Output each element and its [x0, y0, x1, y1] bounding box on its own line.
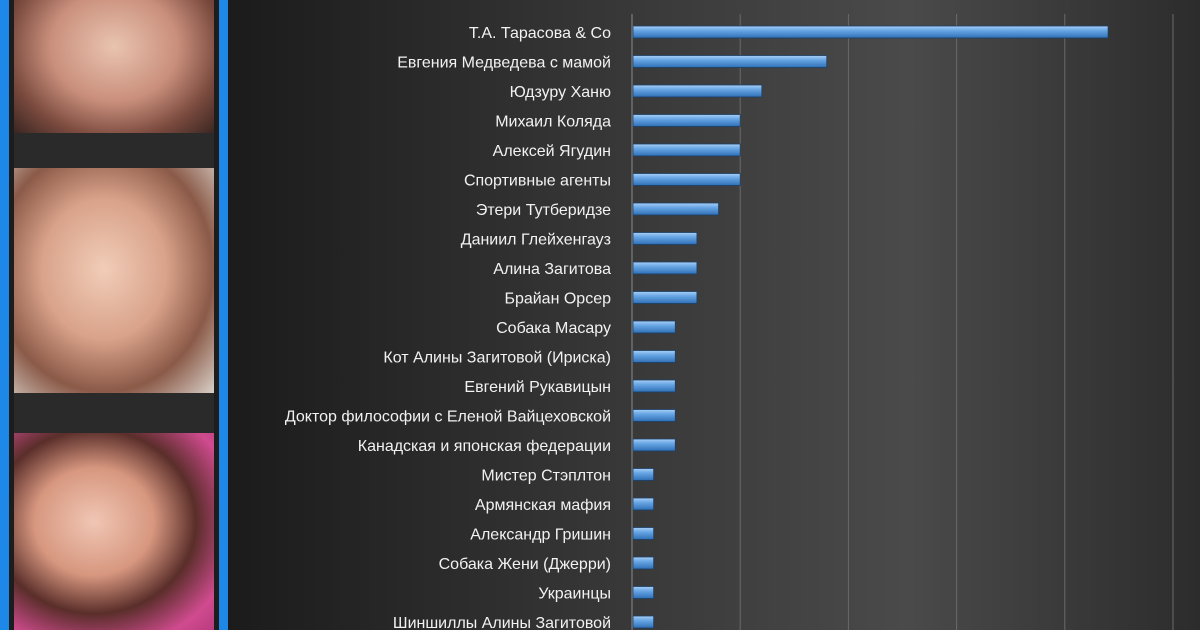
- bar: [632, 55, 828, 68]
- bar: [632, 497, 655, 511]
- category-label: Евгений Рукавицын: [464, 379, 611, 396]
- bar-chart: Т.А. Тарасова & Co Евгения Медведева с ма…: [285, 14, 1174, 630]
- category-label: Этери Тутберидзе: [476, 202, 611, 219]
- category-label: Александр Гришин: [470, 527, 611, 544]
- category-label: Армянская мафия: [475, 497, 611, 514]
- bar: [632, 143, 741, 157]
- category-label: Кот Алины Загитовой (Ириска): [383, 350, 611, 367]
- bar: [632, 468, 655, 481]
- category-label: Канадская и японская федерации: [358, 438, 611, 455]
- category-label: Украинцы: [538, 586, 611, 603]
- category-label: Евгения Медведева с мамой: [397, 55, 611, 72]
- bar: [632, 202, 719, 216]
- bar: [632, 232, 698, 245]
- bar: [632, 586, 655, 599]
- category-label: Алексей Ягудин: [493, 143, 611, 160]
- category-label: Спортивные агенты: [464, 173, 611, 190]
- portrait-photo-3: [14, 433, 214, 630]
- chart-panel: Т.А. Тарасова & Co Евгения Медведева с ма…: [228, 0, 1200, 630]
- right-frame-rail: [219, 0, 228, 630]
- category-label: Собака Масару: [496, 320, 611, 337]
- category-label: Доктор философии с Еленой Вайцеховской: [285, 409, 611, 426]
- category-labels: Т.А. Тарасова & Co Евгения Медведева с ма…: [285, 25, 611, 630]
- bar: [632, 114, 741, 127]
- bar: [632, 350, 676, 363]
- bar: [632, 438, 676, 452]
- category-label: Т.А. Тарасова & Co: [469, 25, 611, 42]
- category-label: Алина Загитова: [493, 261, 611, 278]
- bar: [632, 173, 741, 186]
- left-frame-rail: [0, 0, 9, 630]
- bar: [632, 320, 676, 334]
- bar: [632, 409, 676, 422]
- portrait-photo-2: [14, 168, 214, 393]
- gridlines: [631, 14, 1174, 630]
- portrait-photo-1: [14, 0, 214, 133]
- bar: [632, 615, 655, 629]
- category-label: Брайан Орсер: [504, 291, 611, 308]
- bar: [632, 25, 1109, 39]
- bar: [632, 379, 676, 393]
- bar: [632, 84, 763, 98]
- category-label: Михаил Коляда: [495, 114, 611, 131]
- bar: [632, 527, 655, 540]
- bar: [632, 261, 698, 275]
- bar: [632, 291, 698, 304]
- category-label: Собака Жени (Джерри): [439, 556, 611, 573]
- category-label: Шиншиллы Алины Загитовой: [393, 615, 611, 630]
- bar: [632, 556, 655, 570]
- photo-divider: [14, 133, 214, 168]
- bars: [632, 25, 1109, 629]
- category-label: Даниил Глейхенгауз: [461, 232, 611, 249]
- photo-strip: [0, 0, 228, 630]
- category-label: Мистер Стэплтон: [481, 468, 611, 485]
- category-label: Юдзуру Ханю: [510, 84, 611, 101]
- photo-divider: [14, 393, 214, 433]
